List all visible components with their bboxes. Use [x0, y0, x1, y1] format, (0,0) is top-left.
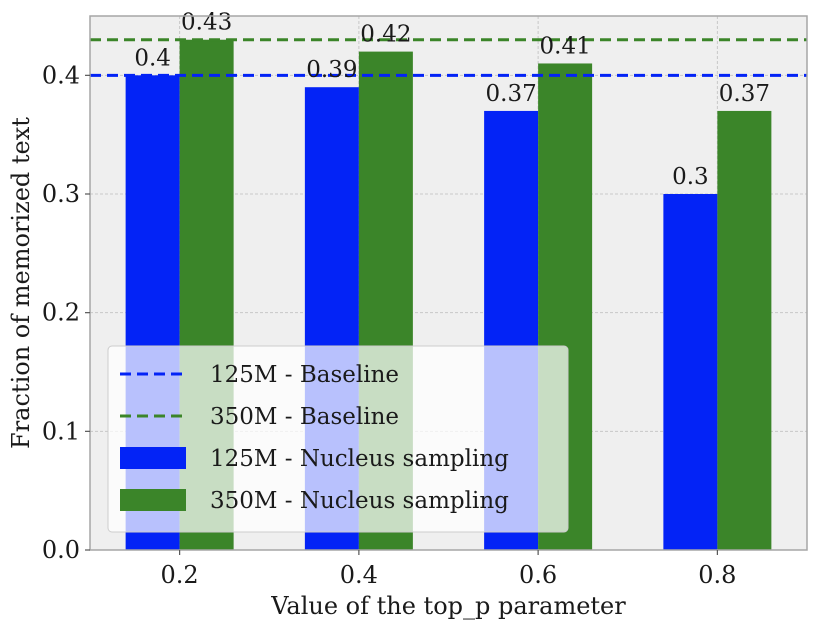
y-tick-label: 0.4 — [42, 61, 80, 89]
plot-frame — [89, 15, 808, 551]
bar-value-label: 0.37 — [486, 81, 537, 107]
y-axis-label: Fraction of memorized text — [7, 117, 35, 449]
y-tick-label: 0.2 — [42, 299, 80, 327]
y-tick-label: 0.0 — [42, 536, 80, 564]
legend-box — [107, 345, 569, 533]
legend-label: 350M - Baseline — [210, 404, 399, 430]
bar-value-label: 0.37 — [719, 81, 770, 107]
legend-label: 350M - Nucleus sampling — [210, 488, 509, 514]
bar — [717, 110, 772, 550]
bar-value-label: 0.42 — [360, 22, 411, 48]
x-tick-label: 0.8 — [698, 561, 736, 589]
legend-label: 125M - Nucleus sampling — [210, 446, 509, 472]
bar — [663, 194, 718, 550]
bar-value-label: 0.41 — [540, 33, 591, 59]
bar-value-label: 0.4 — [134, 45, 171, 71]
legend: 125M - Baseline 350M - Baseline 125M - Nuc… — [107, 345, 569, 533]
baselines — [90, 38, 807, 77]
bar-value-label: 0.3 — [672, 164, 709, 190]
x-tick-label: 0.4 — [340, 561, 378, 589]
x-tick-label: 0.2 — [161, 561, 199, 589]
legend-patch-swatch — [120, 447, 186, 469]
x-axis-label: Value of the top_p parameter — [270, 592, 626, 620]
legend-label: 125M - Baseline — [210, 362, 399, 388]
bar-value-label: 0.39 — [306, 57, 357, 83]
data-labels: 0.4 0.390.370.30.43 0.42 0.410.37 — [134, 10, 770, 190]
axis-ticks: 0.0 0.1 0.2 0.3 0.4 0.2 0.4 0.6 0.8 — [42, 61, 737, 589]
bar-value-label: 0.43 — [181, 10, 232, 36]
y-tick-label: 0.1 — [42, 417, 80, 445]
y-tick-label: 0.3 — [42, 180, 80, 208]
legend-patch-swatch — [120, 489, 186, 511]
x-tick-label: 0.6 — [519, 561, 557, 589]
